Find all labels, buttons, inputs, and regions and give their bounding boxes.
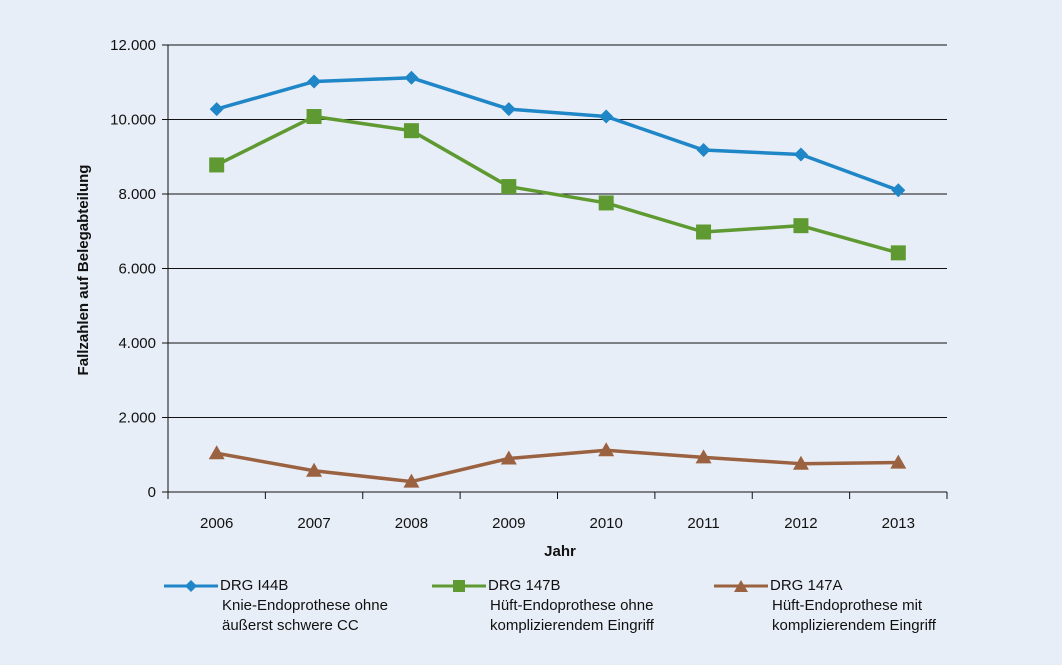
legend-series-name: DRG I44B	[220, 577, 289, 594]
data-point	[598, 442, 615, 457]
legend-marker-square-icon	[430, 578, 488, 594]
series-line	[215, 114, 899, 255]
x-tick-labels: 2006 2007 2008 2009 2010 2011 2012 2013	[200, 515, 915, 532]
data-point	[501, 179, 517, 195]
data-point	[209, 102, 224, 117]
series-line	[216, 76, 899, 192]
data-point	[891, 183, 906, 198]
data-point	[306, 462, 323, 477]
series-layer	[208, 70, 907, 488]
legend-desc-line-2: komplizierendem Eingriff	[490, 617, 654, 634]
legend-item-2: DRG 147A Hüft-Endoprothese mit komplizie…	[712, 576, 936, 636]
data-point	[696, 143, 711, 158]
x-tick-label: 2009	[492, 515, 525, 532]
y-tick-label: 6.000	[118, 261, 156, 278]
x-tick-label: 2010	[590, 515, 623, 532]
data-point	[696, 224, 712, 240]
y-tick-label: 4.000	[118, 335, 156, 352]
x-axis-title: Jahr	[544, 543, 576, 560]
x-tick-label: 2012	[784, 515, 817, 532]
y-tick-label: 10.000	[110, 112, 156, 129]
axes	[162, 44, 948, 499]
series-0	[209, 70, 906, 198]
y-tick-label: 8.000	[118, 186, 156, 203]
x-tick-label: 2008	[395, 515, 428, 532]
data-point	[599, 109, 614, 124]
legend-item-0: DRG I44B Knie-Endoprothese ohne äußerst …	[162, 576, 388, 636]
data-point	[793, 218, 809, 234]
y-axis-title: Fallzahlen auf Belegabteilung	[75, 165, 92, 376]
legend-series-name: DRG 147B	[488, 577, 561, 594]
data-point	[307, 74, 322, 89]
legend-desc-line-1: Knie-Endoprothese ohne	[222, 597, 388, 614]
data-point	[890, 454, 907, 469]
series-1	[209, 109, 906, 261]
x-tick-label: 2006	[200, 515, 233, 532]
legend-desc-line-2: komplizierendem Eingriff	[772, 617, 936, 634]
data-point	[501, 102, 516, 117]
data-point	[403, 123, 419, 139]
x-tick-label: 2013	[882, 515, 915, 532]
x-tick-label: 2011	[687, 515, 719, 532]
data-point	[792, 455, 809, 470]
series-2	[208, 442, 907, 488]
series-line	[216, 448, 899, 484]
legend-marker-triangle-icon	[712, 578, 770, 594]
legend-desc-line-2: äußerst schwere CC	[222, 617, 359, 634]
y-tick-label: 12.000	[110, 37, 156, 54]
data-point	[695, 449, 712, 464]
legend-marker-diamond-icon	[162, 578, 220, 594]
y-tick-label: 2.000	[118, 410, 156, 427]
y-tick-labels: 0 2.000 4.000 6.000 8.000 10.000 12.000	[110, 37, 156, 501]
data-point	[793, 147, 808, 162]
data-point	[209, 157, 225, 173]
x-tick-label: 2007	[297, 515, 330, 532]
data-point	[403, 473, 420, 488]
gridlines	[168, 44, 947, 418]
data-point	[208, 445, 225, 460]
data-point	[500, 450, 517, 465]
legend-series-name: DRG 147A	[770, 577, 843, 594]
data-point	[306, 109, 322, 125]
y-tick-label: 0	[148, 484, 156, 501]
legend-desc-line-1: Hüft-Endoprothese ohne	[490, 597, 654, 614]
legend-item-1: DRG 147B Hüft-Endoprothese ohne komplizi…	[430, 576, 654, 636]
legend-desc-line-1: Hüft-Endoprothese mit	[772, 597, 923, 614]
data-point	[598, 195, 614, 211]
data-point	[404, 70, 419, 85]
data-point	[890, 245, 906, 261]
